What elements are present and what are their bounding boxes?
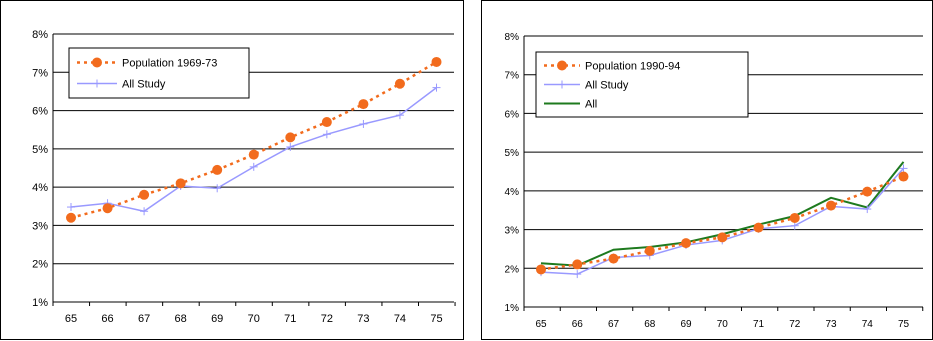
left-y-tick-label: 3% — [32, 220, 48, 232]
left-legend-marker-population-1969-73 — [92, 57, 102, 68]
right-point-all-study — [899, 164, 908, 173]
left-point-all-study — [140, 207, 149, 216]
right-y-tick-label: 7% — [505, 71, 520, 82]
left-y-tick-label: 8% — [32, 29, 48, 41]
right-y-tick-label: 4% — [505, 187, 520, 198]
left-point-all-study — [359, 119, 368, 128]
left-x-tick-label: 72 — [321, 313, 333, 325]
right-x-tick-label: 67 — [608, 319, 620, 330]
left-y-tick-label: 7% — [32, 67, 48, 79]
left-y-tick-label: 4% — [32, 182, 48, 194]
right-point-population-1990-94 — [644, 245, 655, 256]
left-legend-label-all-study: All Study — [122, 79, 166, 91]
right-legend-label-all: All — [585, 99, 597, 111]
right-point-population-1990-94 — [898, 171, 909, 182]
right-legend-marker-population-1990-94 — [557, 60, 567, 71]
left-point-all-study — [67, 203, 75, 212]
right-point-all-study — [573, 270, 582, 279]
left-x-tick-label: 67 — [138, 313, 150, 325]
left-point-all-study — [322, 130, 331, 139]
right-point-population-1990-94 — [862, 186, 873, 197]
right-point-population-1990-94 — [826, 200, 836, 211]
left-y-tick-label: 5% — [32, 144, 48, 156]
left-series-line-all-study — [70, 87, 437, 213]
right-x-tick-label: 72 — [789, 319, 801, 330]
left-x-tick-label: 69 — [211, 313, 223, 325]
left-point-population-1969-73 — [358, 99, 369, 110]
right-y-tick-label: 1% — [505, 303, 520, 314]
right-legend-label-all-study: All Study — [585, 80, 629, 92]
left-series-line-population-1969-73 — [70, 60, 438, 219]
left-point-population-1969-73 — [431, 56, 442, 67]
left-point-population-1969-73 — [321, 117, 332, 128]
left-point-all-study — [432, 83, 441, 92]
right-point-population-1990-94 — [608, 253, 619, 264]
right-point-population-1990-94 — [681, 238, 691, 249]
right-point-population-1990-94 — [753, 222, 764, 233]
left-point-population-1969-73 — [394, 78, 405, 89]
left-point-population-1969-73 — [248, 149, 259, 160]
left-point-all-study — [286, 142, 295, 151]
right-x-tick-label: 68 — [644, 319, 656, 330]
chart-panel-right: 1% 2% 3% 4% 5% 6% 7% 8% 65 66 67 68 69 70 71 72 73 74 75 Po… — [481, 0, 933, 340]
right-x-tick-label: 70 — [717, 319, 729, 330]
right-point-all-study — [790, 221, 799, 230]
left-x-tick-label: 74 — [394, 313, 406, 325]
right-x-tick-label: 75 — [898, 319, 910, 330]
left-legend-label-population-1969-73: Population 1969-73 — [122, 58, 217, 70]
left-x-tick-label: 68 — [175, 313, 187, 325]
right-point-population-1990-94 — [717, 232, 728, 243]
left-point-population-1969-73 — [66, 212, 76, 223]
right-x-tick-label: 73 — [825, 319, 837, 330]
right-point-all-study — [863, 205, 872, 214]
right-y-tick-label: 3% — [505, 226, 520, 237]
right-point-population-1990-94 — [536, 264, 546, 275]
right-x-tick-label: 71 — [753, 319, 765, 330]
left-point-population-1969-73 — [285, 132, 296, 143]
chart-panel-left: 1% 2% 3% 4% 5% 6% 7% 8% 65 66 67 68 69 70 71 72 73 74 75 Po… — [0, 0, 464, 340]
right-y-tick-label: 2% — [505, 264, 520, 275]
right-y-tick-label: 8% — [505, 32, 520, 43]
right-x-tick-label: 65 — [535, 319, 547, 330]
left-x-tick-label: 70 — [248, 313, 260, 325]
left-y-tick-label: 2% — [32, 259, 48, 271]
left-x-tick-label: 66 — [101, 313, 113, 325]
left-x-tick-label: 71 — [284, 313, 296, 325]
right-y-tick-label: 5% — [505, 148, 520, 159]
left-y-tick-label: 1% — [32, 297, 48, 309]
left-y-tick-label: 6% — [32, 106, 48, 118]
left-point-population-1969-73 — [139, 189, 150, 200]
left-legend-box — [68, 47, 250, 99]
right-x-tick-label: 69 — [680, 319, 692, 330]
left-point-population-1969-73 — [212, 164, 223, 175]
left-point-population-1969-73 — [175, 178, 186, 189]
left-point-all-study — [249, 162, 258, 171]
left-point-all-study — [395, 111, 404, 120]
left-point-all-study — [213, 184, 222, 193]
right-series-line-all — [540, 161, 905, 267]
left-x-tick-label: 73 — [357, 313, 369, 325]
right-x-tick-label: 66 — [572, 319, 584, 330]
chart-right-svg: 1% 2% 3% 4% 5% 6% 7% 8% 65 66 67 68 69 70 71 72 73 74 75 Po… — [505, 32, 924, 330]
left-point-population-1969-73 — [102, 203, 113, 214]
right-legend-label-population-1990-94: Population 1990-94 — [585, 61, 680, 73]
right-point-population-1990-94 — [572, 259, 583, 270]
left-x-tick-label: 75 — [430, 313, 442, 325]
right-point-population-1990-94 — [789, 212, 800, 223]
right-y-tick-label: 6% — [505, 109, 520, 120]
right-x-tick-label: 74 — [862, 319, 874, 330]
chart-left-svg: 1% 2% 3% 4% 5% 6% 7% 8% 65 66 67 68 69 70 71 72 73 74 75 Po… — [32, 29, 456, 325]
left-x-tick-label: 65 — [65, 313, 77, 325]
